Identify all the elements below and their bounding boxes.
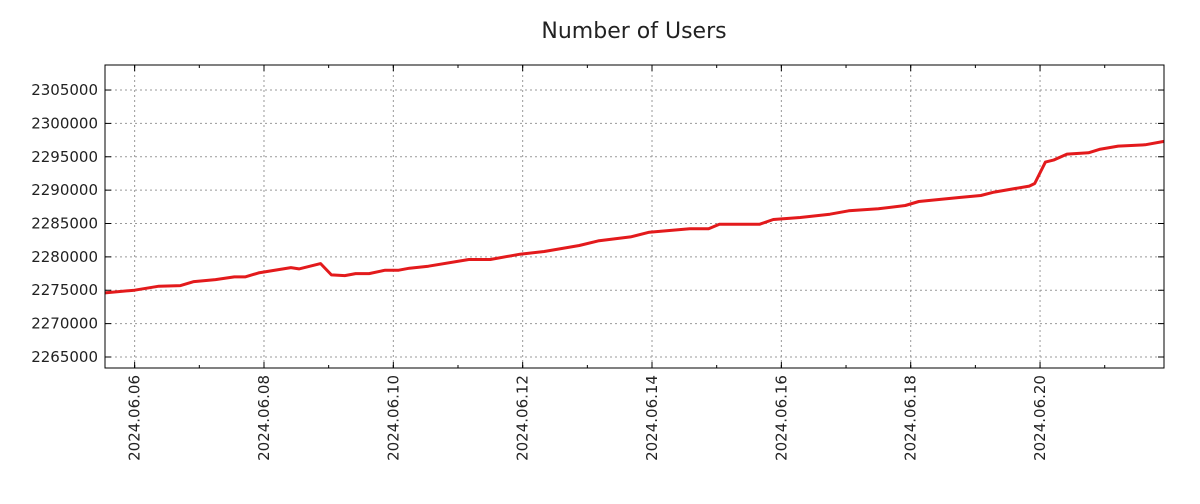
x-tick-label: 2024.06.14: [643, 375, 661, 461]
x-tick-label: 2024.06.12: [514, 375, 532, 461]
x-axis: 2024.06.06 2024.06.08 2024.06.10 2024.06.12…: [126, 65, 1105, 461]
x-tick-label: 2024.06.10: [384, 375, 402, 461]
y-tick-label: 2265000: [31, 348, 98, 366]
x-tick-label: 2024.06.16: [772, 375, 790, 461]
grid: [105, 65, 1164, 368]
y-tick-label: 2275000: [31, 281, 98, 299]
y-tick-label: 2300000: [31, 114, 98, 132]
y-tick-label: 2290000: [31, 181, 98, 199]
x-tick-label: 2024.06.08: [255, 375, 273, 461]
x-tick-label: 2024.06.18: [902, 375, 920, 461]
y-tick-label: 2280000: [31, 248, 98, 266]
y-tick-label: 2295000: [31, 148, 98, 166]
x-tick-label: 2024.06.06: [126, 375, 144, 461]
y-tick-label: 2270000: [31, 315, 98, 333]
y-tick-label: 2285000: [31, 215, 98, 233]
chart-title: Number of Users: [541, 19, 726, 44]
x-tick-label: 2024.06.20: [1031, 375, 1049, 461]
y-tick-label: 2305000: [31, 81, 98, 99]
